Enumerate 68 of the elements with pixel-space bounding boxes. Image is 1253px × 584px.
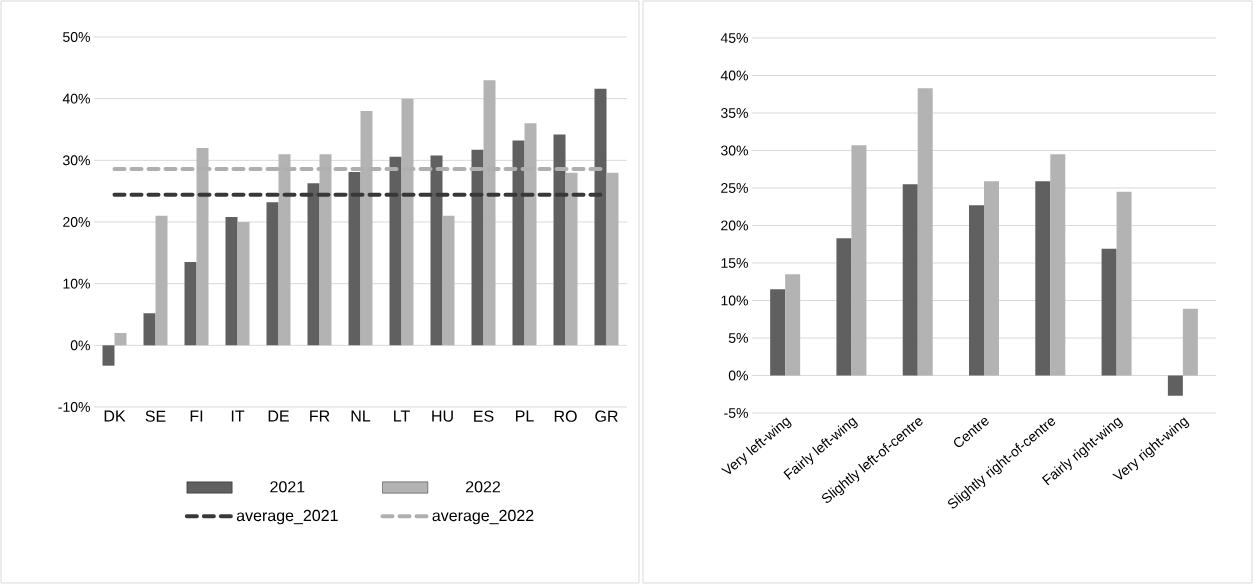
bar (902, 184, 918, 376)
bar (1167, 375, 1183, 396)
x-tick-label: RO (554, 410, 577, 422)
bar (430, 155, 443, 346)
bar (155, 215, 168, 346)
bar (594, 88, 607, 346)
y-tick-label: 0% (728, 370, 748, 381)
x-tick-label: FR (310, 410, 330, 422)
bar (565, 172, 578, 346)
y-tick-label: 25% (721, 183, 748, 193)
x-tick-label: PL (516, 410, 534, 422)
x-tick-label: IT (231, 410, 245, 422)
x-tick-label: SE (145, 410, 166, 422)
bar (984, 181, 1000, 376)
bar (512, 140, 525, 346)
bar (114, 333, 127, 346)
x-tick-label: HU (432, 410, 453, 422)
bar (969, 205, 985, 376)
bar (348, 172, 361, 346)
y-tick-label: 50% (63, 32, 90, 42)
y-tick-label: 35% (721, 108, 748, 118)
bar (553, 134, 566, 346)
y-tick-label: 45% (720, 33, 748, 43)
legend-label: average_2021 (236, 509, 338, 525)
x-tick-label: LT (394, 410, 410, 422)
bar (851, 145, 867, 376)
bar (389, 156, 402, 346)
bar (606, 172, 619, 346)
bar (442, 215, 455, 346)
y-tick-label: 10% (63, 278, 90, 289)
y-tick-label: -5% (724, 408, 748, 418)
x-tick-label: ES (474, 410, 494, 422)
bar (770, 289, 786, 376)
y-tick-label: 20% (721, 220, 748, 231)
y-tick-label: 30% (62, 155, 90, 166)
legend-label: 2021 (270, 481, 305, 493)
y-tick-label: 40% (62, 93, 90, 104)
bar (1182, 308, 1198, 376)
bar (307, 183, 320, 346)
bar (785, 274, 801, 376)
bar (917, 88, 933, 376)
y-tick-label: 5% (728, 333, 748, 343)
y-tick-label: 15% (721, 258, 748, 268)
y-tick-label: 0% (70, 340, 90, 351)
y-tick-label: 40% (720, 70, 748, 81)
y-tick-label: 10% (721, 295, 748, 306)
bar (1101, 248, 1117, 376)
x-tick-label: NL (351, 410, 371, 422)
y-tick-label: 20% (63, 217, 90, 227)
x-tick-label: DE (268, 410, 289, 422)
bar (143, 313, 156, 346)
bar (471, 149, 484, 346)
y-tick-label: 30% (721, 145, 748, 156)
x-tick-label: DK (104, 410, 126, 422)
bar (184, 262, 197, 346)
bar (1116, 191, 1132, 376)
bar (836, 238, 852, 376)
bar (266, 202, 279, 346)
x-tick-label: GR (595, 410, 618, 422)
bar (237, 222, 250, 346)
x-tick-label: FI (190, 410, 203, 422)
legend-label: 2022 (466, 481, 500, 493)
bar (1050, 154, 1066, 376)
bar (102, 345, 115, 366)
bar (1035, 181, 1051, 376)
bar (225, 217, 238, 346)
legend-label: average_2022 (432, 509, 534, 525)
y-tick-label: -10% (58, 402, 90, 412)
